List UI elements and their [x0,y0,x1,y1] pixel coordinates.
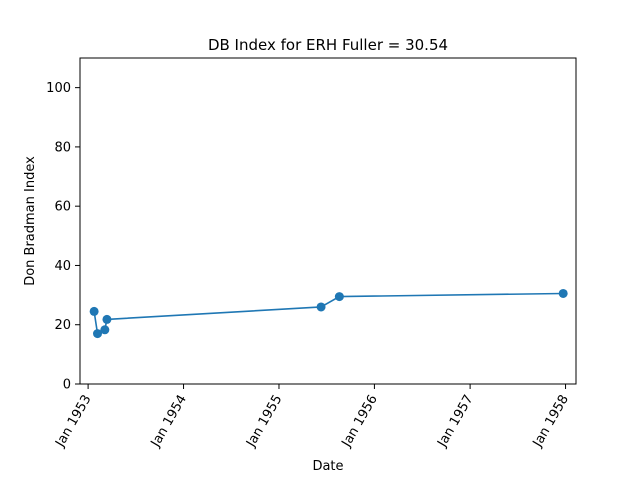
x-tick-label: Jan 1956 [339,393,381,451]
data-point [558,288,568,298]
data-point [89,306,99,316]
x-tick-label: Jan 1958 [530,393,572,451]
y-tick-label: 60 [54,200,71,215]
plot-area [89,288,568,339]
data-point [102,314,112,324]
y-axis-label: Don Bradman Index [23,156,38,286]
x-tick-label: Jan 1953 [52,393,94,451]
y-tick-label: 100 [46,81,71,96]
y-tick-label: 20 [54,318,71,333]
x-tick-label: Jan 1954 [148,393,190,451]
data-point [100,325,110,335]
y-tick-label: 80 [54,140,71,155]
x-tick-label: Jan 1957 [434,392,476,450]
data-point [334,292,344,302]
y-axis: 0 20 40 60 80 100 [46,81,80,393]
series-line [93,292,564,335]
x-axis: Jan 1953 Jan 1954 Jan 1955 Jan 1956 Jan 1957… [52,384,572,450]
x-axis-label: Date [312,459,343,474]
y-tick-label: 0 [63,378,71,393]
data-point [93,329,103,339]
y-tick-label: 40 [54,259,71,274]
chart-title: DB Index for ERH Fuller = 30.54 [208,36,448,54]
axes-frame [79,57,577,385]
x-tick-label: Jan 1955 [243,393,285,451]
data-point [316,302,326,312]
